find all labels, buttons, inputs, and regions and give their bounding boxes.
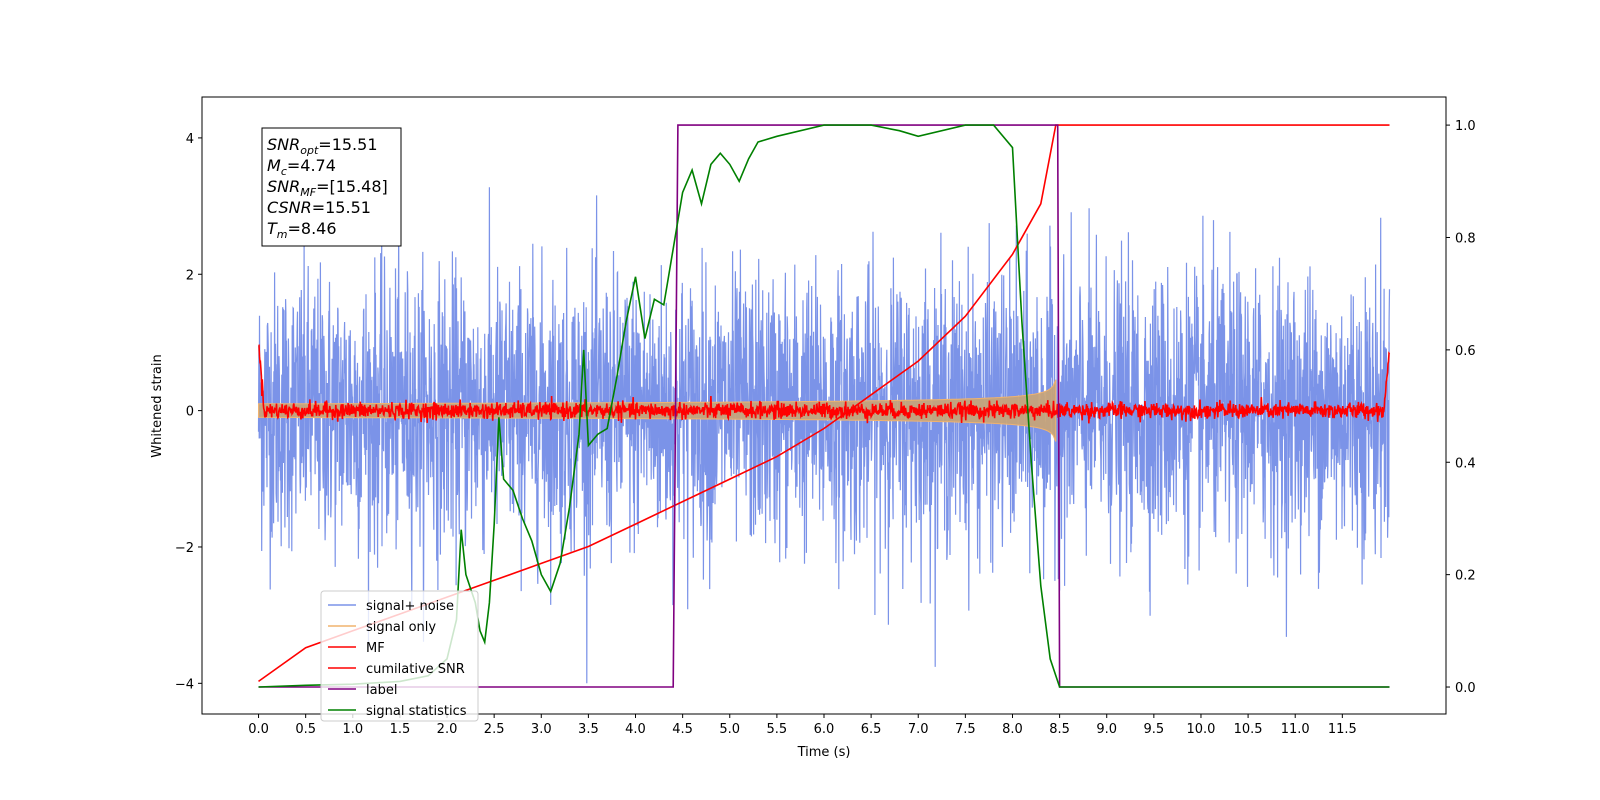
stats-box-frame (261, 127, 402, 247)
x-tick-label: 5.0 (719, 722, 740, 737)
x-tick-label: 1.0 (342, 722, 363, 737)
legend: signal+ noise signal only MF cumilative SNR… (320, 590, 479, 722)
x-tick-label: 7.0 (908, 722, 929, 737)
x-tick-label: 4.5 (672, 722, 693, 737)
x-tick-label: 3.5 (578, 722, 599, 737)
x-tick-label: 4.0 (625, 722, 646, 737)
x-tick-label: 8.5 (1049, 722, 1070, 737)
legend-label: signal only (366, 620, 436, 635)
y-left-tick-label: 4 (186, 132, 194, 147)
stat-line: Tm=8.46 (267, 219, 337, 241)
x-tick-label: 0.0 (248, 722, 269, 737)
x-tick-label: 11.0 (1281, 722, 1310, 737)
y-right-tick-label: 0.2 (1455, 569, 1476, 584)
series-signal-noise (257, 187, 1391, 684)
legend-label: label (366, 683, 397, 698)
x-tick-label: 8.0 (1002, 722, 1023, 737)
y-left-tick-label: 0 (186, 405, 194, 420)
stat-line: Mc=4.74 (267, 156, 336, 178)
x-axis: 0.0 0.5 1.0 1.5 2.0 2.5 3.0 3.5 4.0 4.5 5.0 5.5 6.0 6… (248, 714, 1357, 737)
x-tick-label: 7.5 (955, 722, 976, 737)
legend-label: MF (366, 641, 385, 656)
x-axis-label: Time (s) (797, 745, 851, 760)
y-right-tick-label: 0.4 (1455, 456, 1476, 471)
x-tick-label: 6.0 (814, 722, 835, 737)
x-tick-label: 3.0 (531, 722, 552, 737)
x-tick-label: 10.0 (1186, 722, 1215, 737)
y-axis-right: 1.0 0.8 0.6 0.4 0.2 0.0 (1446, 119, 1476, 696)
legend-frame (320, 590, 479, 722)
x-tick-label: 1.5 (390, 722, 411, 737)
y-right-tick-label: 1.0 (1455, 119, 1476, 134)
legend-label: signal statistics (366, 704, 467, 719)
x-tick-label: 0.5 (295, 722, 316, 737)
y-right-tick-label: 0.6 (1455, 344, 1476, 359)
stats-box: SNRopt=15.51Mc=4.74SNRMF=[15.48]CSNR=15.… (261, 127, 402, 247)
x-tick-label: 10.5 (1234, 722, 1263, 737)
y-axis-label: Whitened strain (150, 354, 165, 457)
stat-line: SNRopt=15.51 (267, 135, 378, 157)
y-left-tick-label: 2 (186, 268, 194, 283)
y-left-tick-label: −4 (175, 677, 194, 692)
series-layer (257, 124, 1391, 688)
x-tick-label: 2.0 (437, 722, 458, 737)
x-tick-label: 5.5 (767, 722, 788, 737)
y-left-tick-label: −2 (175, 541, 194, 556)
series-signal-statistics (258, 124, 1390, 688)
x-tick-label: 11.5 (1328, 722, 1357, 737)
stat-line: CSNR=15.51 (267, 198, 371, 217)
legend-label: cumilative SNR (366, 662, 465, 677)
stat-line: SNRMF=[15.48] (267, 177, 388, 199)
x-tick-label: 6.5 (861, 722, 882, 737)
y-right-tick-label: 0.0 (1455, 681, 1476, 696)
y-right-tick-label: 0.8 (1455, 231, 1476, 246)
series-mf (258, 344, 1391, 424)
y-axis-left: 4 2 0 −2 −4 (175, 132, 202, 692)
x-tick-label: 2.5 (484, 722, 505, 737)
x-tick-label: 9.5 (1144, 722, 1165, 737)
x-tick-label: 9.0 (1096, 722, 1117, 737)
legend-label: signal+ noise (366, 599, 454, 614)
